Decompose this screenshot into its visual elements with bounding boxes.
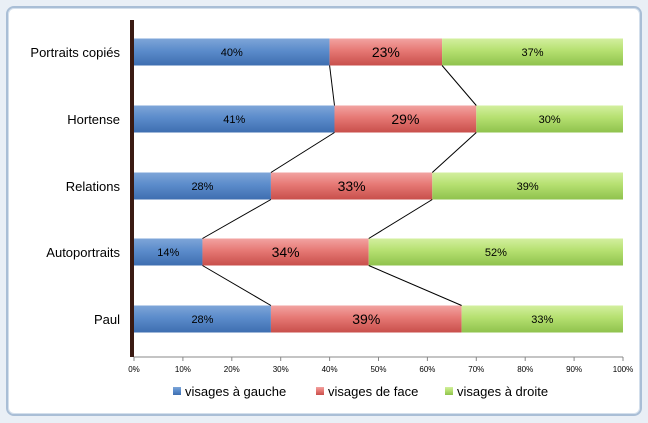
bar-paul-visages-a-gauche	[134, 305, 271, 333]
legend-swatch	[173, 387, 181, 395]
data-label-portraits-copies-visages-a-droite: 37%	[522, 47, 544, 59]
data-label-autoportraits-visages-a-droite: 52%	[485, 247, 507, 259]
data-label-hortense-visages-a-droite: 30%	[539, 114, 561, 126]
stacked-bar-chart: 40% 23% 37% 41% 29% 30% 28% 33% 39% 14% 34% 52% 28% 3…	[30, 20, 633, 399]
category-label-hortense: Hortense	[67, 112, 120, 127]
category-label-relations: Relations	[66, 179, 121, 194]
bar-relations-visages-de-face	[270, 172, 433, 200]
data-label-paul-visages-a-droite: 33%	[531, 314, 553, 326]
bar-portraits-copies-visages-a-droite	[442, 38, 623, 66]
series-line	[329, 65, 335, 106]
legend-item-visages-de-face: visages de face	[316, 384, 418, 399]
data-label-paul-visages-a-gauche: 28%	[191, 314, 213, 326]
tick-label: 90%	[566, 365, 582, 374]
data-label-hortense-visages-de-face: 29%	[391, 111, 419, 127]
bar-hortense-visages-a-droite	[476, 105, 623, 133]
tick-label: 20%	[224, 365, 240, 374]
series-line	[368, 265, 462, 306]
bar-hortense-visages-a-gauche	[134, 105, 335, 133]
bar-portraits-copies-visages-de-face	[329, 38, 443, 66]
legend-label: visages à droite	[457, 384, 548, 399]
bars-layer	[134, 38, 623, 333]
data-label-relations-visages-a-droite: 39%	[517, 181, 539, 193]
bar-paul-visages-a-droite	[461, 305, 623, 333]
data-label-paul-visages-de-face: 39%	[352, 311, 380, 327]
tick-label: 0%	[128, 365, 140, 374]
data-label-hortense-visages-a-gauche: 41%	[223, 114, 245, 126]
tick-label: 40%	[322, 365, 338, 374]
bar-relations-visages-a-droite	[432, 172, 623, 200]
legend-swatch	[316, 387, 324, 395]
data-label-relations-visages-a-gauche: 28%	[191, 181, 213, 193]
data-label-relations-visages-de-face: 33%	[338, 178, 366, 194]
series-line	[202, 265, 272, 306]
data-label-portraits-copies-visages-a-gauche: 40%	[221, 47, 243, 59]
tick-label: 10%	[175, 365, 191, 374]
tick-label: 80%	[517, 365, 533, 374]
legend-swatch	[445, 387, 453, 395]
legend-label: visages à gauche	[185, 384, 286, 399]
bar-paul-visages-de-face	[270, 305, 462, 333]
tick-label: 30%	[273, 365, 289, 374]
bar-hortense-visages-de-face	[334, 105, 477, 133]
series-lines-layer	[202, 65, 477, 306]
bar-portraits-copies-visages-a-gauche	[134, 38, 330, 66]
bar-autoportraits-visages-a-gauche	[134, 238, 203, 266]
bar-autoportraits-visages-de-face	[202, 238, 369, 266]
legend-item-visages-a-droite: visages à droite	[445, 384, 548, 399]
category-label-portraits-copies: Portraits copiés	[30, 45, 120, 60]
category-axis-line	[130, 20, 134, 357]
data-label-autoportraits-visages-a-gauche: 14%	[157, 247, 179, 259]
category-label-paul: Paul	[94, 312, 120, 327]
legend-item-visages-a-gauche: visages à gauche	[173, 384, 286, 399]
series-line	[368, 199, 433, 239]
bar-autoportraits-visages-a-droite	[368, 238, 623, 266]
series-line	[431, 132, 477, 173]
tick-label: 70%	[468, 365, 484, 374]
tick-label: 50%	[370, 365, 386, 374]
series-line	[202, 199, 272, 239]
labels-layer: 40% 23% 37% 41% 29% 30% 28% 33% 39% 14% 34% 52% 28% 3…	[157, 44, 561, 327]
tick-label: 60%	[419, 365, 435, 374]
data-label-autoportraits-visages-de-face: 34%	[272, 244, 300, 260]
bar-relations-visages-a-gauche	[134, 172, 271, 200]
legend-label: visages de face	[328, 384, 418, 399]
axis-layer: Portraits copiés Hortense Relations Autopor…	[30, 20, 633, 374]
tick-label: 100%	[613, 365, 633, 374]
category-label-autoportraits: Autoportraits	[46, 245, 120, 260]
legend: visages à gauche visages de face visages à…	[173, 384, 548, 399]
chart-frame: 40% 23% 37% 41% 29% 30% 28% 33% 39% 14% 34% 52% 28% 3…	[6, 6, 642, 416]
series-line	[441, 65, 477, 106]
data-label-portraits-copies-visages-de-face: 23%	[372, 44, 400, 60]
series-line	[270, 132, 335, 173]
